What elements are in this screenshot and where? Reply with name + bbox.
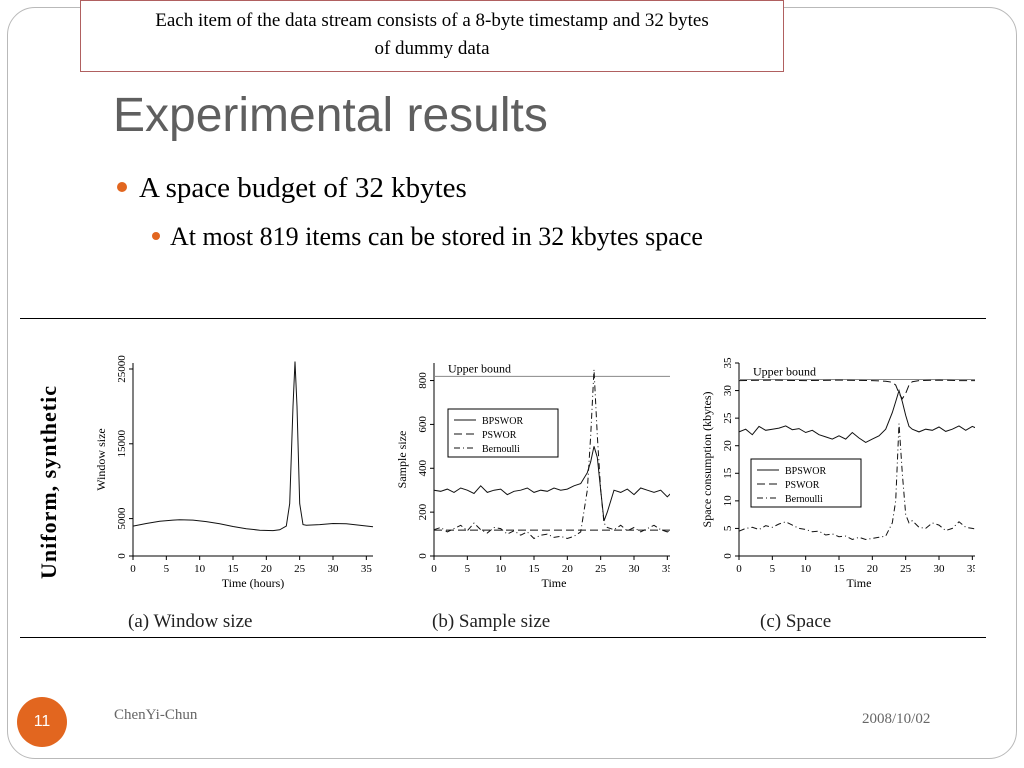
bullet-text: At most 819 items can be stored in 32 kb… <box>170 222 703 251</box>
x-tick-label: 5 <box>465 563 471 575</box>
x-tick-label: 5 <box>164 563 170 575</box>
figure-panel: Uniform, synthetic 0 5 10 15 20 25 30 35 0 5000 15… <box>20 318 986 638</box>
x-tick-label: 10 <box>194 563 206 575</box>
legend-box <box>750 458 862 508</box>
upper-bound-label: Upper bound <box>753 365 816 379</box>
y-tick-label: 5 <box>722 525 734 531</box>
x-tick-label: 25 <box>900 563 912 575</box>
x-tick-label: 20 <box>867 563 879 575</box>
chart-sample-size: 0 5 10 15 20 25 30 35 0 200 400 600 800 Time Sample si… <box>395 361 670 590</box>
y-tick-label: 400 <box>417 460 429 477</box>
y-tick-label: 20 <box>722 440 734 452</box>
y-tick-label: 10 <box>722 495 734 507</box>
x-tick-label: 10 <box>495 563 507 575</box>
chart-window-size: 0 5 10 15 20 25 30 35 0 5000 15000 25000 Time (hours… <box>94 355 374 590</box>
callout-line-1: Each item of the data stream consists of… <box>155 10 709 31</box>
series-line-bpswor <box>433 446 670 522</box>
chart-space: 0 5 10 15 20 25 30 35 0 5 10 15 20 25 30 35 Time Space co… <box>700 357 975 590</box>
x-tick-label: 0 <box>736 563 742 575</box>
y-axis-label: Sample size <box>395 431 409 489</box>
bullet-level-1: A space budget of 32 kbytes <box>117 172 467 205</box>
slide-number-badge: 11 <box>17 697 67 747</box>
x-tick-label: 15 <box>228 563 240 575</box>
legend-entry: BPSWOR <box>482 416 523 427</box>
bullet-level-2: At most 819 items can be stored in 32 kb… <box>152 222 703 252</box>
y-tick-label: 25000 <box>116 355 128 383</box>
x-axis-label: Time (hours) <box>222 576 285 590</box>
x-tick-label: 5 <box>770 563 776 575</box>
x-axis-label: Time <box>542 576 567 590</box>
footer-date: 2008/10/02 <box>862 711 931 727</box>
x-tick-label: 35 <box>967 563 975 575</box>
series-line-bernoulli <box>433 369 670 540</box>
legend-entry: PSWOR <box>785 480 820 491</box>
y-tick-label: 0 <box>417 553 429 559</box>
x-tick-label: 20 <box>261 563 273 575</box>
series-line-pswor <box>738 379 975 400</box>
y-tick-label: 35 <box>722 357 734 369</box>
x-tick-label: 15 <box>834 563 846 575</box>
legend-entry: BPSWOR <box>785 466 826 477</box>
caption-window-size: (a) Window size <box>128 611 253 632</box>
x-tick-label: 20 <box>562 563 574 575</box>
x-tick-label: 35 <box>361 563 373 575</box>
y-tick-label: 15 <box>722 467 734 479</box>
x-tick-label: 15 <box>529 563 541 575</box>
x-axis-label: Time <box>847 576 872 590</box>
y-axis-label: Window size <box>94 428 108 491</box>
callout-line-2: of dummy data <box>374 38 490 59</box>
x-tick-label: 0 <box>130 563 136 575</box>
caption-space: (c) Space <box>760 611 832 632</box>
upper-bound-label: Upper bound <box>448 361 511 375</box>
series-line-0 <box>132 361 374 532</box>
x-tick-label: 25 <box>595 563 607 575</box>
y-axis-label: Space consumption (kbytes) <box>700 392 714 528</box>
x-tick-label: 25 <box>294 563 306 575</box>
legend-entry: Bernoulli <box>785 494 823 505</box>
y-tick-label: 0 <box>722 553 734 559</box>
bullet-dot-icon <box>117 182 127 193</box>
y-tick-label: 15000 <box>116 430 128 458</box>
x-tick-label: 10 <box>800 563 812 575</box>
caption-sample-size: (b) Sample size <box>432 611 551 632</box>
footer-author: ChenYi-Chun <box>114 707 198 723</box>
series-line-bpswor <box>738 388 975 443</box>
row-label: Uniform, synthetic <box>35 385 61 579</box>
x-tick-label: 30 <box>629 563 641 575</box>
x-tick-label: 30 <box>934 563 946 575</box>
y-tick-label: 25 <box>722 412 734 424</box>
legend-entry: Bernoulli <box>482 444 520 455</box>
y-tick-label: 30 <box>722 385 734 397</box>
bullet-text: A space budget of 32 kbytes <box>139 172 467 204</box>
slide-title: Experimental results <box>113 89 548 142</box>
legend-box <box>447 408 559 458</box>
y-tick-label: 800 <box>417 372 429 389</box>
x-tick-label: 35 <box>662 563 670 575</box>
bullet-dot-icon <box>152 232 160 241</box>
y-tick-label: 600 <box>417 416 429 433</box>
legend-entry: PSWOR <box>482 430 517 441</box>
x-tick-label: 0 <box>431 563 437 575</box>
callout-box: Each item of the data stream consists of… <box>80 0 784 72</box>
y-tick-label: 0 <box>116 553 128 559</box>
y-tick-label: 200 <box>417 503 429 520</box>
y-tick-label: 5000 <box>116 507 128 530</box>
x-tick-label: 30 <box>328 563 340 575</box>
